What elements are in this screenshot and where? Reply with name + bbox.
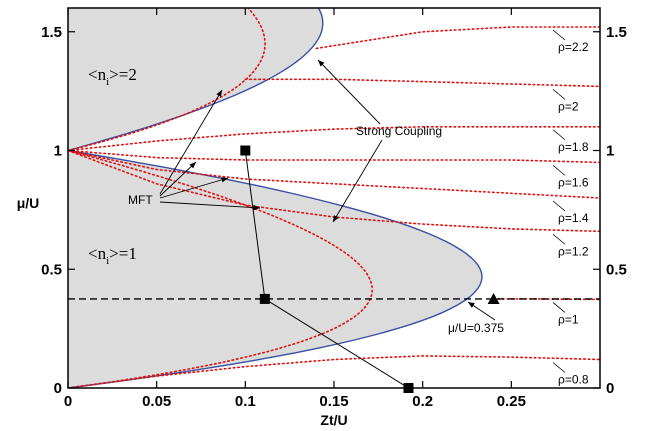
rho-contour-0	[68, 355, 600, 388]
x-axis-label: Zt/U	[320, 412, 347, 428]
strong-coupling-arrow-1	[317, 59, 381, 125]
rho-arrow-5	[552, 129, 566, 141]
x-tick-label-3: 0.15	[319, 393, 348, 410]
x-tick-label-5: 0.25	[497, 393, 526, 410]
mott-lobe-boundary-2	[68, 8, 324, 152]
x-tick-label-1: 0.05	[142, 393, 171, 410]
mft-arrow-3	[159, 177, 229, 199]
y-tick-label-3: 1.5	[41, 24, 62, 41]
y-tick-label-right-2: 1	[606, 143, 614, 160]
square-point-0	[240, 145, 251, 156]
mft-boundary-1	[68, 149, 374, 388]
square-point-1	[259, 293, 270, 304]
mft-arrow-3-head	[221, 177, 228, 183]
mft-arrow-4-head	[253, 204, 260, 211]
mft-arrow-1-head	[216, 90, 222, 97]
svg-text:<ni>=2: <ni>=2	[88, 65, 137, 88]
rho-label-3: ρ=1.4	[558, 211, 589, 225]
mft-arrow-4	[159, 201, 261, 209]
strong-coupling-arrow-2	[332, 139, 383, 223]
mott-lobe-fill-2	[68, 8, 323, 151]
y-tick-label-right-0: 0	[606, 380, 614, 397]
rho-label-1: ρ=1	[558, 312, 579, 326]
mott-lobe-fill-1	[68, 150, 482, 388]
mft-arrow-2	[159, 161, 197, 197]
rho-arrow-7	[552, 29, 566, 41]
y-tick-label-1: 0.5	[41, 261, 62, 278]
strong-coupling-label: Strong Coupling	[356, 124, 442, 138]
mft-boundary-2	[68, 8, 266, 152]
mft-arrow-2-head	[189, 162, 196, 169]
mu-eq-arrow-head	[468, 302, 475, 308]
rho-contour-4	[68, 149, 600, 164]
y-tick-label-2: 1	[54, 143, 62, 160]
mu-equation-label: μ/U=0.375	[448, 321, 504, 335]
x-tick-label-4: 0.2	[412, 393, 433, 410]
rho-contour-3	[68, 149, 600, 199]
rho-label-4: ρ=1.6	[558, 175, 589, 189]
rho-arrow-6	[552, 89, 566, 100]
strong-coupling-arrow-1-head	[318, 60, 325, 67]
rho-arrow-1	[552, 302, 566, 313]
x-tick-label-0: 0	[64, 393, 72, 410]
y-tick-label-right-3: 1.5	[606, 24, 627, 41]
rho-label-0: ρ=0.8	[558, 373, 589, 387]
region-label-n1: <ni>=1	[88, 244, 137, 267]
rho-contour-5	[68, 126, 600, 152]
rho-contour-7	[315, 26, 600, 50]
rho-arrow-2	[552, 233, 566, 245]
rho-label-5: ρ=1.8	[558, 140, 589, 154]
region-label-n2: <ni>=2	[88, 65, 137, 88]
svg-text:<ni>=1: <ni>=1	[88, 244, 137, 267]
rho-arrow-4	[552, 165, 566, 176]
mft-label: MFT	[128, 193, 153, 207]
rho-arrow-0	[552, 362, 566, 373]
y-axis-label: μ/U	[17, 195, 40, 211]
triangle-point	[487, 292, 500, 304]
x-tick-label-2: 0.1	[235, 393, 256, 410]
rho-label-6: ρ=2	[558, 99, 579, 113]
rho-label-2: ρ=1.2	[558, 244, 589, 258]
strong-coupling-arrow-2-head	[333, 215, 339, 222]
rho-label-7: ρ=2.2	[558, 40, 589, 54]
mott-lobe-boundary-1	[68, 149, 483, 388]
rho-contour-6	[244, 78, 600, 88]
rho-arrow-3	[552, 200, 566, 212]
y-tick-label-right-1: 0.5	[606, 261, 627, 278]
mft-arrow-1	[159, 89, 223, 195]
y-tick-label-0: 0	[54, 380, 62, 397]
